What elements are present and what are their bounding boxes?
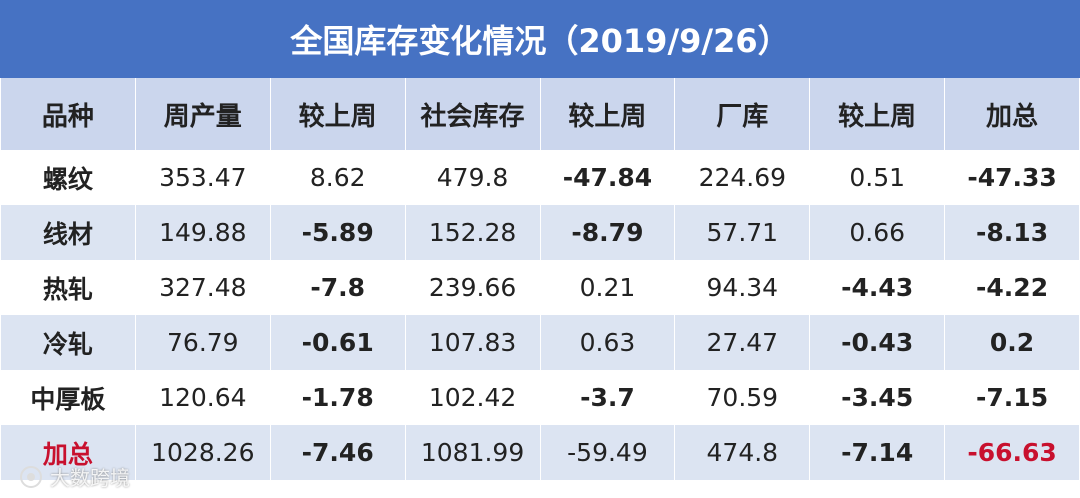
cell: 0.51 [809,150,946,205]
table-row: 线材 149.88 -5.89 152.28 -8.79 57.71 0.66 -8.13 [0,205,1080,260]
header-cell: 社会库存 [404,78,541,150]
cell: -7.8 [269,260,406,315]
cell: 27.47 [674,315,811,370]
cell: -1.78 [269,370,406,425]
watermark: 大数跨境 [18,462,130,491]
cell: -3.7 [539,370,676,425]
row-label: 热轧 [0,260,136,315]
table-row: 加总 1028.26 -7.46 1081.99 -59.49 474.8 -7.14 -66… [0,425,1080,480]
cell: 94.34 [674,260,811,315]
cell: 149.88 [134,205,271,260]
cell: 120.64 [134,370,271,425]
cell: 1028.26 [134,425,271,480]
cell: 224.69 [674,150,811,205]
header-cell: 厂库 [674,78,811,150]
header-cell: 较上周 [539,78,676,150]
cell: 1081.99 [404,425,541,480]
cell: 76.79 [134,315,271,370]
cell: -4.43 [809,260,946,315]
cell: -0.43 [809,315,946,370]
cell: -3.45 [809,370,946,425]
cell: 107.83 [404,315,541,370]
watermark-text: 大数跨境 [50,466,130,490]
cell: -0.61 [269,315,406,370]
header-cell: 较上周 [269,78,406,150]
cell: -66.63 [944,425,1080,480]
cell: 102.42 [404,370,541,425]
watermark-icon [20,465,42,488]
cell: 152.28 [404,205,541,260]
table-row: 热轧 327.48 -7.8 239.66 0.21 94.34 -4.43 -4.22 [0,260,1080,315]
cell: 0.21 [539,260,676,315]
cell: -8.13 [944,205,1080,260]
row-label: 中厚板 [0,370,136,425]
cell: -8.79 [539,205,676,260]
header-cell: 品种 [0,78,136,150]
row-label: 冷轧 [0,315,136,370]
cell: 70.59 [674,370,811,425]
header-row: 品种 周产量 较上周 社会库存 较上周 厂库 较上周 加总 [0,78,1080,150]
inventory-table: 品种 周产量 较上周 社会库存 较上周 厂库 较上周 加总 螺纹 353.47 8.62 479.8-… [0,78,1080,480]
cell: 8.62 [269,150,406,205]
cell: 239.66 [404,260,541,315]
cell: 0.66 [809,205,946,260]
cell: -7.46 [269,425,406,480]
row-label: 线材 [0,205,136,260]
header-cell: 较上周 [809,78,946,150]
cell: 327.48 [134,260,271,315]
cell: 0.2 [944,315,1080,370]
cell: -7.15 [944,370,1080,425]
cell: -4.22 [944,260,1080,315]
cell: 479.8 [404,150,541,205]
table-title: 全国库存变化情况（2019/9/26） [0,0,1080,78]
header-cell: 周产量 [134,78,271,150]
cell: -47.33 [944,150,1080,205]
cell: 353.47 [134,150,271,205]
cell: -5.89 [269,205,406,260]
header-cell: 加总 [944,78,1080,150]
cell: -7.14 [809,425,946,480]
table-row: 冷轧 76.79 -0.61 107.83 0.63 27.47 -0.43 0.2 [0,315,1080,370]
cell: -47.84 [539,150,676,205]
cell: 0.63 [539,315,676,370]
cell: 57.71 [674,205,811,260]
table-row: 中厚板 120.64 -1.78 102.42 -3.7 70.59 -3.45 -7.15 [0,370,1080,425]
row-label: 螺纹 [0,150,136,205]
cell: -59.49 [539,425,676,480]
cell: 474.8 [674,425,811,480]
table-row: 螺纹 353.47 8.62 479.8 -47.84 224.69 0.51 -47.33 [0,150,1080,205]
